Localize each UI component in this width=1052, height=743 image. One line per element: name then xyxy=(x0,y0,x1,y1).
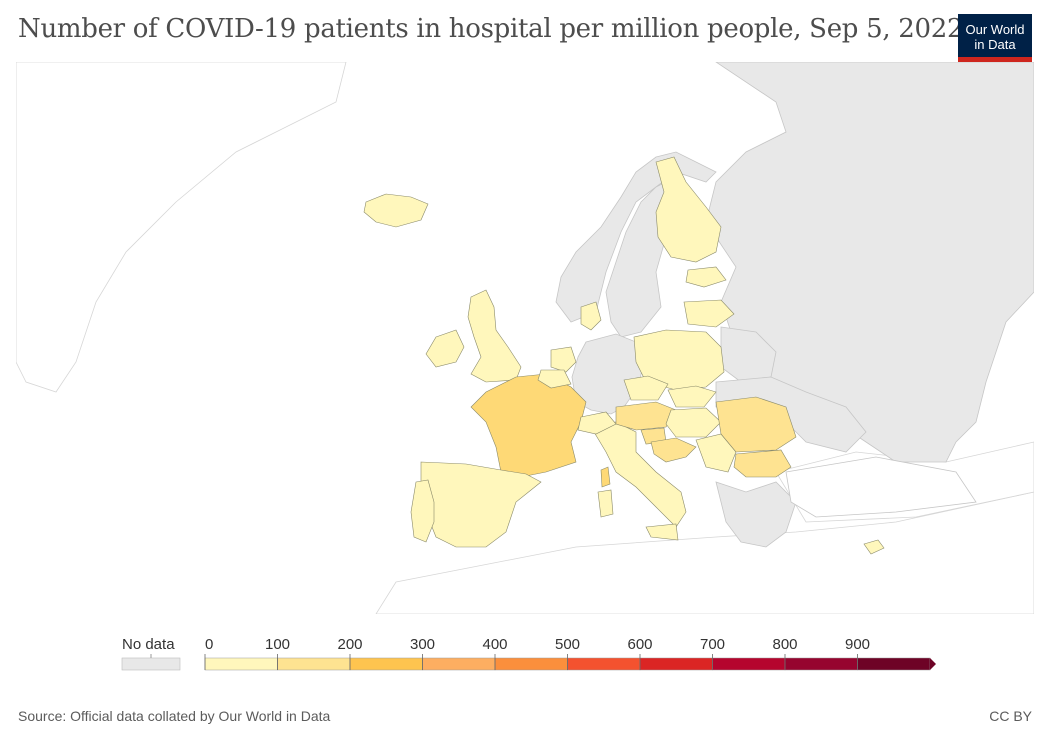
legend-bin-1[interactable] xyxy=(277,657,351,671)
legend-tick-label-600: 600 xyxy=(627,636,652,653)
legend-bin-4[interactable] xyxy=(494,657,568,671)
region-netherlands[interactable] xyxy=(550,346,577,373)
region-latvia[interactable] xyxy=(683,299,735,328)
region-czechia[interactable] xyxy=(623,375,669,401)
region-denmark[interactable] xyxy=(580,301,602,331)
legend-bin-3[interactable] xyxy=(422,657,496,671)
legend-ticks: 0 100 200 300 400 500 600 700 800 900 xyxy=(204,636,870,670)
legend: No data 0 100 200 300 400 500 600 700 800 900 xyxy=(121,636,936,671)
region-united-kingdom[interactable] xyxy=(467,289,522,383)
map xyxy=(16,62,1034,614)
region-finland[interactable] xyxy=(655,156,722,263)
region-hungary[interactable] xyxy=(665,407,722,438)
region-turkey[interactable] xyxy=(785,456,977,518)
region-sardinia[interactable] xyxy=(597,489,614,518)
legend-tick-label-400: 400 xyxy=(482,636,507,653)
logo-line-1: Our World xyxy=(965,22,1025,37)
legend-bin-0[interactable] xyxy=(204,657,278,671)
legend-tick-label-0: 0 xyxy=(205,636,213,653)
legend-bin-9[interactable] xyxy=(857,657,931,671)
legend-overflow-arrow xyxy=(930,658,936,670)
legend-bin-8[interactable] xyxy=(784,657,858,671)
region-switzerland[interactable] xyxy=(577,411,617,435)
logo-line-2: in Data xyxy=(974,37,1016,52)
legend-tick-label-700: 700 xyxy=(700,636,725,653)
legend-bin-5[interactable] xyxy=(567,657,641,671)
region-romania[interactable] xyxy=(715,396,797,453)
region-sicily[interactable] xyxy=(645,523,679,541)
region-croatia[interactable] xyxy=(650,437,697,463)
logo-accent-bar xyxy=(958,57,1032,62)
legend-bins xyxy=(204,657,931,671)
region-cyprus[interactable] xyxy=(863,539,885,555)
legend-no-data-swatch[interactable] xyxy=(121,657,181,671)
license-label[interactable]: CC BY xyxy=(989,708,1032,724)
chart-title: Number of COVID-19 patients in hospital … xyxy=(18,14,964,44)
region-bulgaria[interactable] xyxy=(733,449,792,478)
legend-tick-label-100: 100 xyxy=(265,636,290,653)
region-poland[interactable] xyxy=(633,329,725,391)
data-regions xyxy=(363,156,885,555)
region-serbia[interactable] xyxy=(695,433,737,473)
region-iceland[interactable] xyxy=(363,193,429,228)
region-belgium[interactable] xyxy=(537,369,572,389)
region-slovakia[interactable] xyxy=(667,385,717,408)
legend-tick-label-500: 500 xyxy=(555,636,580,653)
legend-no-data-label: No data xyxy=(122,636,175,653)
legend-bin-2[interactable] xyxy=(349,657,423,671)
region-austria[interactable] xyxy=(615,401,677,431)
legend-tick-label-300: 300 xyxy=(410,636,435,653)
region-balkans[interactable] xyxy=(715,481,797,548)
region-ireland[interactable] xyxy=(425,329,465,368)
region-france[interactable] xyxy=(470,373,587,478)
legend-tick-label-200: 200 xyxy=(337,636,362,653)
region-estonia[interactable] xyxy=(685,266,727,288)
legend-bin-7[interactable] xyxy=(712,657,786,671)
region-norway[interactable] xyxy=(555,151,717,323)
legend-tick-label-800: 800 xyxy=(772,636,797,653)
legend-tick-label-900: 900 xyxy=(845,636,870,653)
region-corsica[interactable] xyxy=(600,466,611,488)
source-note: Source: Official data collated by Our Wo… xyxy=(18,708,331,724)
region-portugal[interactable] xyxy=(410,479,435,543)
legend-bin-6[interactable] xyxy=(639,657,713,671)
owid-logo[interactable]: Our World in Data xyxy=(958,14,1032,62)
region-spain[interactable] xyxy=(420,461,542,548)
region-italy[interactable] xyxy=(590,421,687,528)
